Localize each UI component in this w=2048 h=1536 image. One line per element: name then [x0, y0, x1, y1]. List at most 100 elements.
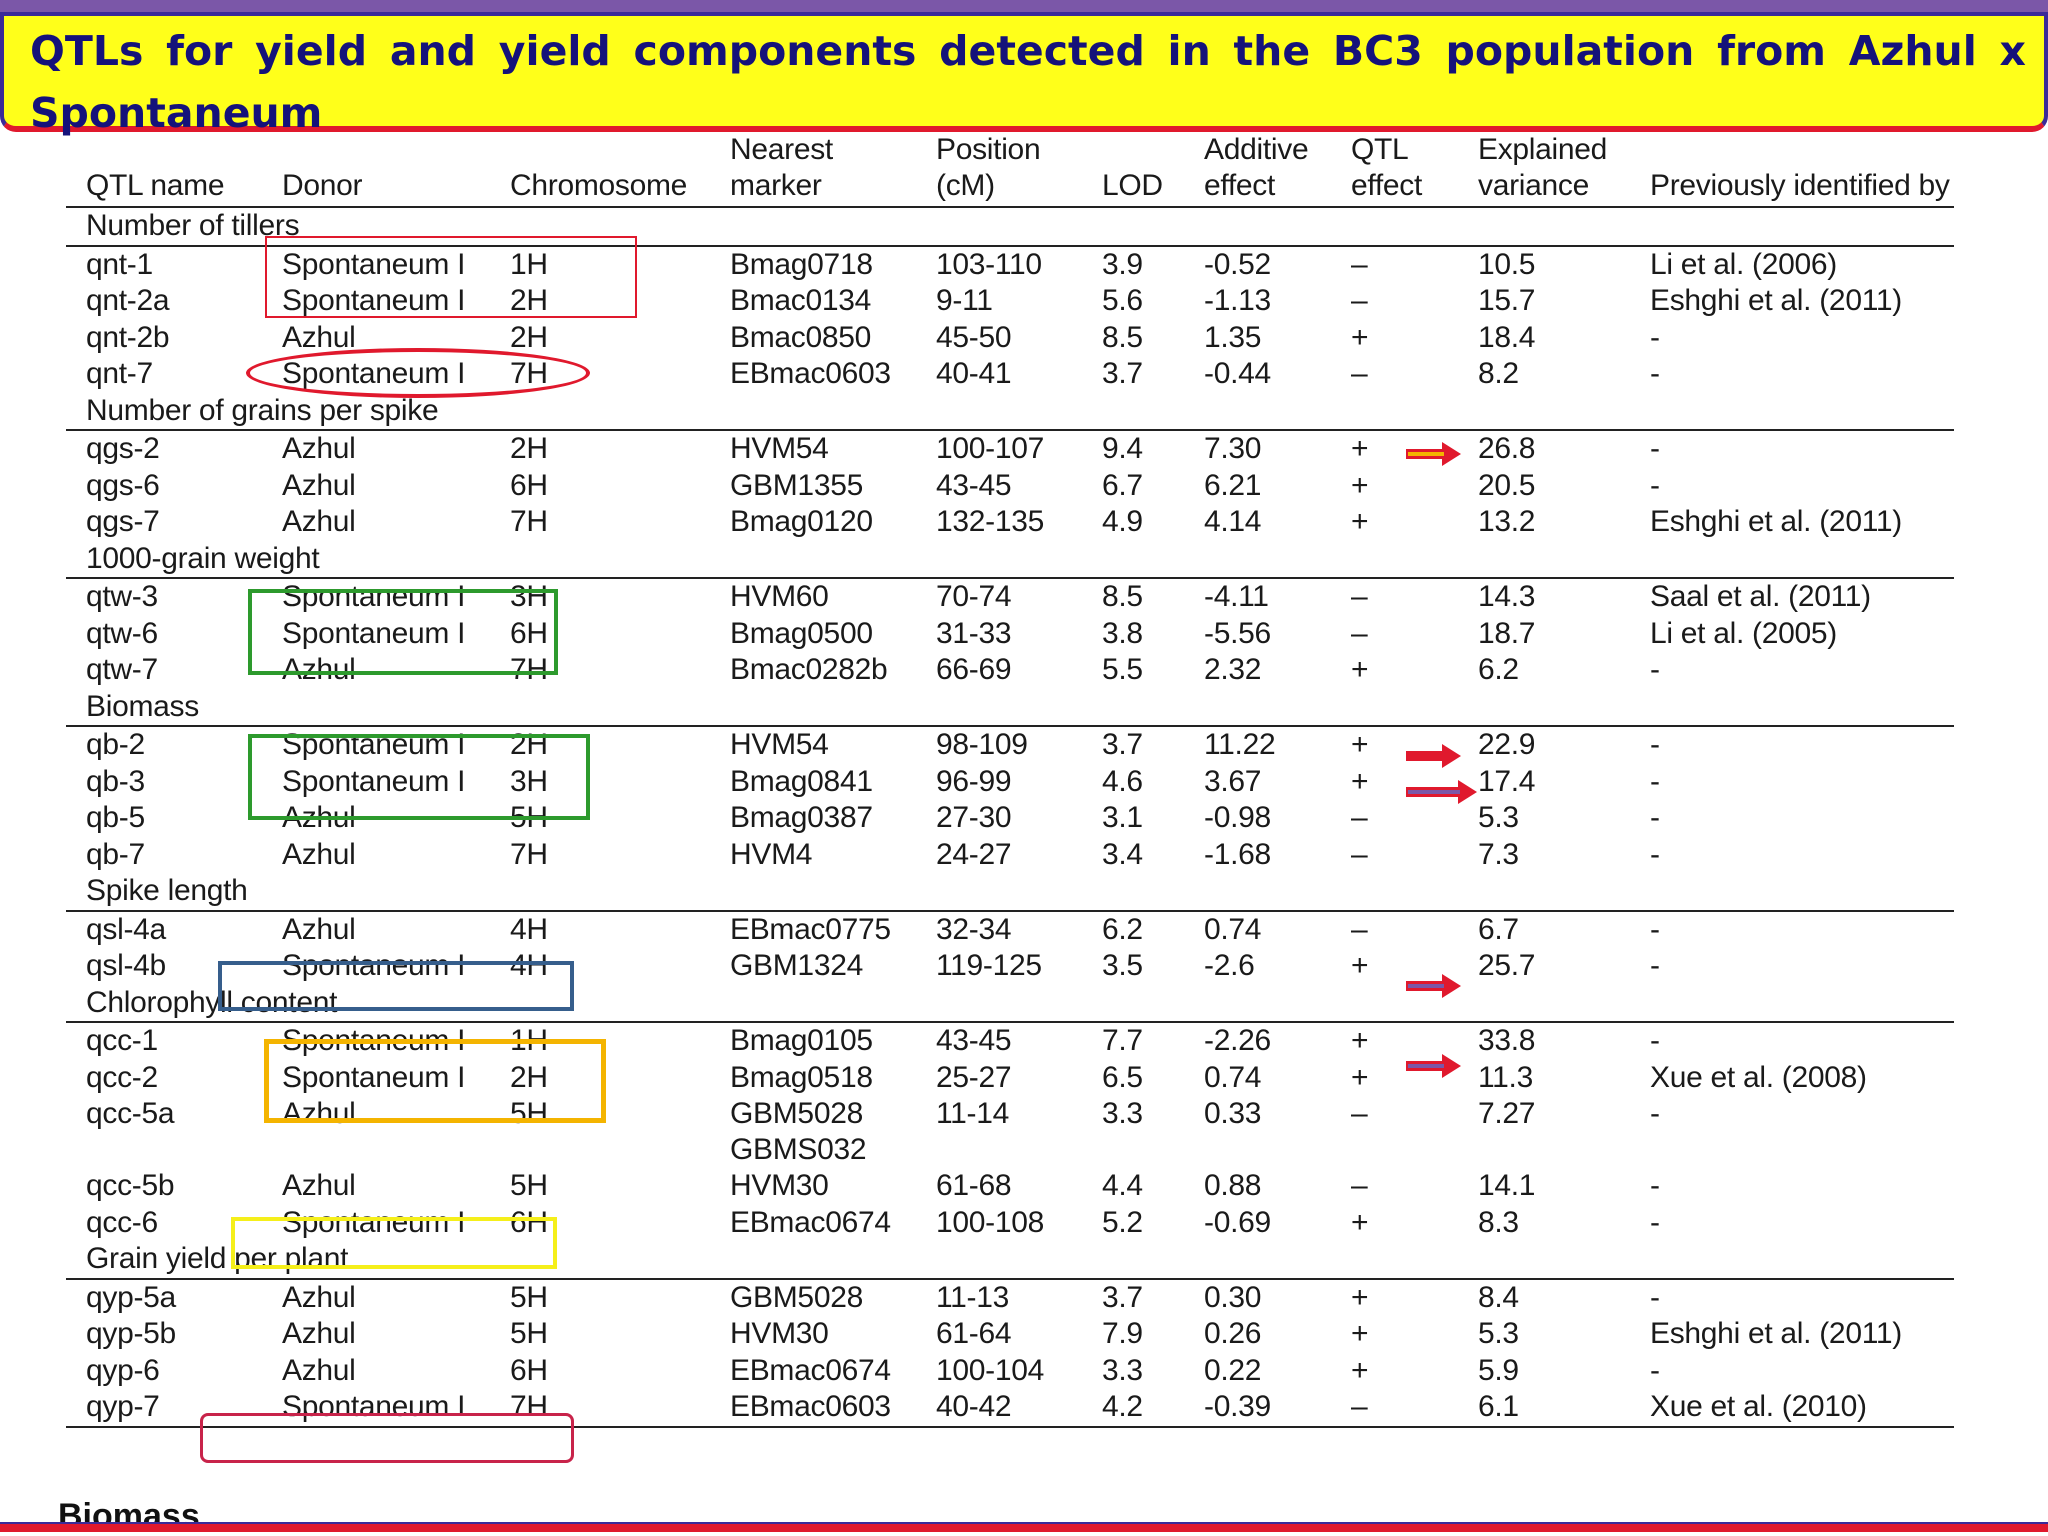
table-cell: 6.2 — [1478, 653, 1519, 687]
column-header: Previously identified by — [1630, 130, 1954, 208]
table-cell: – — [1351, 357, 1368, 391]
column-header: Explained variance — [1458, 130, 1630, 208]
table-cell: -0.69 — [1204, 1205, 1271, 1239]
table-cell: 5H — [510, 1097, 548, 1130]
table-cell: EBmac0674 — [730, 1353, 891, 1387]
table-cell: 17.4 — [1478, 764, 1536, 798]
table-cell: 0.88 — [1204, 1169, 1262, 1203]
table-cell: Bmag0500 — [730, 616, 873, 650]
table-body: Number of tillers qnt-1 Spontaneum I 1H Bmag… — [66, 207, 1954, 1428]
group-title: Grain yield per plant — [66, 1241, 1954, 1280]
group-header-row: 1000-grain weight — [66, 540, 1954, 579]
table-cell: Spontaneum I — [282, 728, 466, 762]
table-row: qb-2 Spontaneum I 2H HVM54 98-109 3.7 11.22 +22… — [66, 726, 1954, 764]
table-cell: -0.39 — [1184, 1389, 1331, 1428]
table-cell: 8.5 — [1102, 580, 1143, 614]
table-cell: Eshghi et al. (2011) — [1650, 1317, 1902, 1351]
group-title: Spike length — [66, 873, 1954, 912]
table-cell: Li et al. (2006) — [1650, 247, 1837, 281]
table-cell: - — [1650, 468, 1660, 502]
table-cell: Bmag0120 — [730, 505, 873, 539]
table-cell: 3.1 — [1102, 801, 1143, 835]
table-cell: 5.3 — [1478, 1317, 1519, 1351]
table-cell: 6.1 — [1458, 1389, 1630, 1428]
table-cell: + — [1351, 1060, 1369, 1094]
table-row: qtw-6 Spontaneum I 6H Bmag0500 31-33 3.8 -5.56… — [66, 616, 1954, 653]
table-cell: 3.5 — [1102, 949, 1143, 983]
table-cell: 4.9 — [1102, 505, 1143, 539]
table-cell: qcc-1 — [86, 1024, 158, 1058]
table-cell: Bmag0718 — [730, 247, 873, 281]
table-cell: 5H — [510, 1280, 548, 1314]
table-cell: 7.9 — [1102, 1317, 1143, 1351]
table-cell: 32-34 — [936, 912, 1012, 946]
table-cell: HVM4 — [730, 837, 813, 871]
table-cell: Azhul — [282, 1169, 356, 1203]
table-cell: + — [1351, 1353, 1369, 1387]
table-cell: + — [1351, 432, 1369, 466]
table-cell: qnt-2a — [86, 284, 170, 318]
table-cell: 119-125 — [936, 949, 1042, 983]
group-title: Chlorophyll content — [66, 984, 1954, 1023]
table-row: qnt-1 Spontaneum I 1H Bmag0718 103-110 3.9 -0.… — [66, 246, 1954, 284]
table-cell: HVM30 — [730, 1317, 829, 1351]
table-row: qb-3 Spontaneum I 3H Bmag0841 96-99 4.6 3.67 +1… — [66, 764, 1954, 801]
table-cell: Bmag0518 — [730, 1060, 873, 1094]
table-cell: 40-42 — [916, 1389, 1082, 1428]
table-cell: 1H — [510, 247, 548, 281]
table-cell: 22.9 — [1478, 728, 1536, 762]
table-cell: Eshghi et al. (2011) — [1650, 505, 1902, 539]
table-cell: GBM5028 — [730, 1280, 863, 1314]
table-cell: HVM30 — [730, 1169, 829, 1203]
table-cell: 14.1 — [1478, 1169, 1536, 1203]
table-cell: 18.7 — [1478, 616, 1536, 650]
table-cell: 6.21 — [1204, 468, 1262, 502]
table-cell: 33.8 — [1478, 1024, 1536, 1058]
table-cell: + — [1351, 1317, 1369, 1351]
table-cell: 100-107 — [936, 432, 1044, 466]
table-cell: 25-27 — [936, 1060, 1012, 1094]
table-cell: - — [1650, 912, 1660, 946]
table-cell: -0.52 — [1204, 247, 1271, 281]
table-cell: 40-41 — [936, 357, 1012, 391]
table-cell: 66-69 — [936, 653, 1012, 687]
table-cell: 98-109 — [936, 728, 1028, 762]
table-cell: 24-27 — [936, 837, 1012, 871]
table-cell: Spontaneum I — [282, 949, 466, 983]
table-cell: 8.4 — [1478, 1280, 1519, 1314]
table-cell: 43-45 — [936, 468, 1012, 502]
table-cell: Spontaneum I — [282, 284, 466, 318]
table-cell: 3.3 — [1102, 1097, 1143, 1130]
table-cell: 5.9 — [1478, 1353, 1519, 1387]
table-cell: 6H — [510, 616, 548, 650]
table-cell: 7.7 — [1102, 1024, 1143, 1058]
table-cell: Spontaneum I — [282, 580, 466, 614]
table-cell: Azhul — [282, 1317, 356, 1351]
table-cell: Saal et al. (2011) — [1650, 580, 1871, 614]
table-cell: EBmac0603 — [730, 357, 891, 391]
table-cell: qyp-7 — [66, 1389, 262, 1428]
table-cell: - — [1650, 1169, 1660, 1203]
table-cell: 5.6 — [1102, 284, 1143, 318]
table-cell: + — [1351, 949, 1369, 983]
table-cell: – — [1331, 1389, 1458, 1428]
group-title: Number of tillers — [66, 207, 1954, 247]
table-cell: 15.7 — [1478, 284, 1536, 318]
table-cell: 7.30 — [1204, 432, 1262, 466]
table-cell: qb-3 — [86, 764, 145, 798]
table-cell: 7H — [510, 357, 548, 391]
table-cell: 0.30 — [1204, 1280, 1262, 1314]
group-title: Biomass — [66, 688, 1954, 727]
table-cell: -4.11 — [1204, 580, 1269, 614]
table-cell: – — [1351, 1097, 1368, 1130]
arrow-right-icon — [1406, 442, 1461, 466]
arrow-right-icon — [1406, 744, 1461, 768]
table-cell: 0.74 — [1204, 912, 1262, 946]
table-cell: + — [1351, 320, 1369, 354]
table-cell: 1H — [510, 1024, 548, 1058]
table-cell: qyp-6 — [86, 1353, 160, 1387]
table-cell: 2H — [510, 1060, 548, 1094]
table-cell: 6.7 — [1102, 468, 1143, 502]
table-row: qcc-2 Spontaneum I 2H Bmag0518 25-27 6.5 0.74 +… — [66, 1060, 1954, 1097]
table-cell: - — [1650, 1353, 1660, 1387]
